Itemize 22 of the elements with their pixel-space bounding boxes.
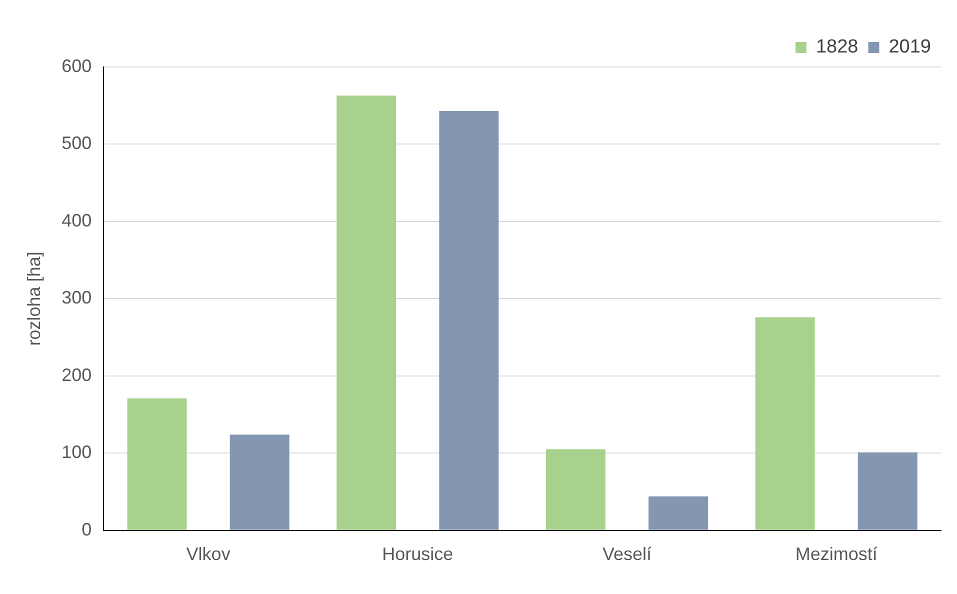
- bar: [858, 452, 918, 530]
- bar: [230, 434, 290, 530]
- x-tick-label: Mezimostí: [795, 544, 878, 564]
- x-tick-label: Vlkov: [186, 544, 230, 564]
- bar: [127, 398, 187, 530]
- bar: [439, 111, 499, 530]
- bar: [336, 96, 396, 530]
- x-tick-label: Veselí: [602, 544, 652, 564]
- y-tick-label: 300: [62, 288, 92, 308]
- legend-label: 1828: [816, 36, 858, 58]
- y-tick-label: 600: [62, 56, 92, 76]
- y-tick-label: 0: [82, 519, 92, 540]
- bar: [648, 496, 708, 530]
- y-axis-title: rozloha [ha]: [24, 252, 44, 346]
- y-tick-label: 500: [62, 133, 92, 154]
- legend-label: 2019: [888, 36, 932, 58]
- x-tick-label: Horusice: [382, 544, 454, 564]
- bar: [546, 449, 606, 530]
- bar: [755, 317, 815, 530]
- y-tick-label: 200: [62, 364, 92, 385]
- y-tick-label: 100: [62, 442, 92, 462]
- y-tick-label: 400: [62, 210, 92, 230]
